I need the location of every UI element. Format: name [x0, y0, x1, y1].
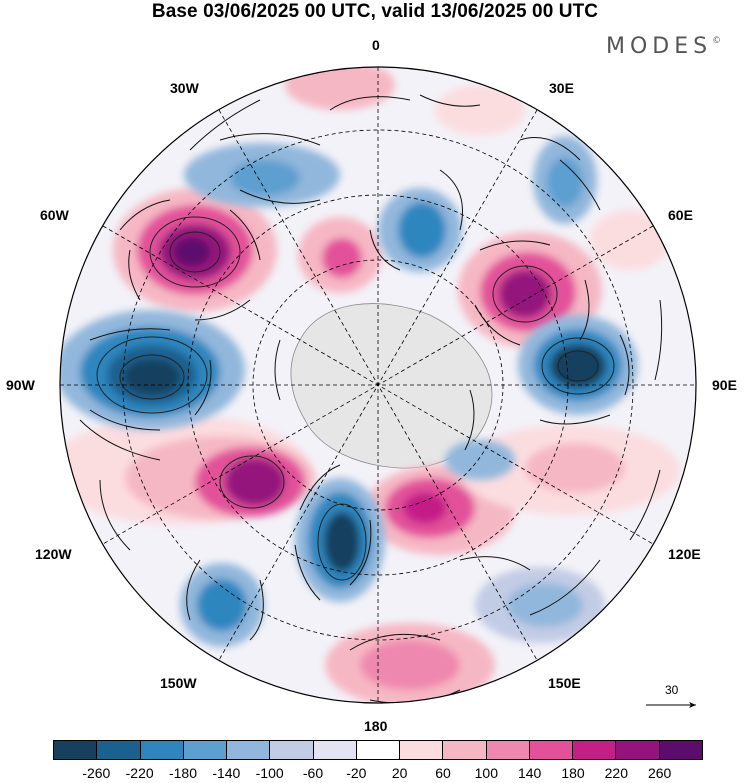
- lon-label-30e: 30E: [549, 80, 574, 96]
- colorbar-swatch: [183, 741, 228, 759]
- lon-label-150e: 150E: [548, 675, 581, 691]
- colorbar-swatch: [573, 741, 617, 759]
- colorbar-tick-label: -140: [212, 765, 241, 781]
- colorbar-tick-label: -260: [82, 765, 111, 781]
- lon-label-150w: 150W: [160, 675, 197, 691]
- colorbar-swatch: [270, 741, 314, 759]
- colorbar-tick-label: 180: [561, 765, 585, 781]
- colorbar-swatch: [616, 741, 660, 759]
- map-border: [59, 66, 697, 704]
- colorbar: [53, 740, 703, 760]
- colorbar-tick-label: 140: [517, 765, 542, 781]
- colorbar-swatch: [227, 741, 271, 759]
- colorbar-labels: -260 -220 -180 -140 -100 -60 -20 20 60 100 140 180 2…: [53, 765, 703, 783]
- colorbar-swatch: [140, 741, 184, 759]
- colorbar-tick-label: 260: [647, 765, 672, 781]
- anomaly-field: [60, 67, 696, 703]
- lon-label-60w: 60W: [40, 207, 69, 223]
- wind-vectors: [79, 94, 663, 703]
- colorbar-tick-label: 60: [435, 765, 451, 781]
- lon-label-60e: 60E: [668, 207, 693, 223]
- lon-label-90e: 90E: [712, 377, 737, 393]
- colorbar-tick-label: -180: [168, 765, 198, 781]
- lon-label-120w: 120W: [35, 546, 72, 562]
- colorbar-tick-label: -60: [302, 765, 324, 781]
- lon-label-180: 180: [364, 718, 388, 734]
- colorbar-tick-label: -20: [346, 765, 367, 781]
- vector-scale-label: 30: [665, 683, 679, 697]
- graticule: [60, 67, 696, 703]
- colorbar-tick-label: -220: [125, 765, 154, 781]
- brand-text: MODES: [606, 34, 713, 59]
- brand-mark: ©: [712, 36, 722, 46]
- colorbar-tick-label: -100: [255, 765, 284, 781]
- arrow-icon: [689, 702, 696, 708]
- contour-lines: [96, 216, 615, 581]
- lon-label-120e: 120E: [668, 546, 701, 562]
- colorbar-tick-label: 20: [391, 765, 408, 781]
- colorbar-swatch: [54, 741, 98, 759]
- colorbar-swatch: [400, 741, 444, 759]
- colorbar-swatch: [659, 741, 702, 759]
- modes-logo: MODES©: [606, 34, 721, 59]
- colorbar-swatch: [97, 741, 141, 759]
- colorbar-swatch: [529, 741, 574, 759]
- colorbar-swatch: [443, 741, 487, 759]
- lon-label-30w: 30W: [170, 80, 199, 96]
- colorbar-swatch: [486, 741, 530, 759]
- lon-label-0: 0: [372, 37, 380, 53]
- colorbar-tick-label: 220: [604, 765, 629, 781]
- colorbar-tick-label: 100: [474, 765, 499, 781]
- lon-label-90w: 90W: [6, 377, 35, 393]
- colorbar-swatch: [356, 741, 401, 759]
- map-title: Base 03/06/2025 00 UTC, valid 13/06/2025…: [151, 1, 599, 22]
- colorbar-swatch: [313, 741, 357, 759]
